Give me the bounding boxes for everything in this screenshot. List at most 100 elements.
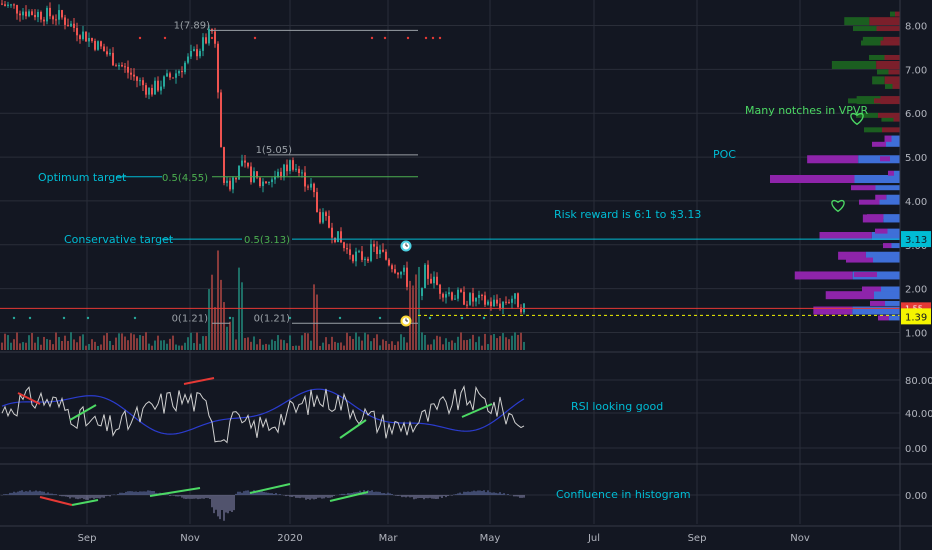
candle-body xyxy=(475,297,477,302)
rsi-tick-label: 40.00 xyxy=(905,409,932,420)
candle-body xyxy=(460,289,462,292)
vpvr-bar-buy xyxy=(885,83,893,89)
candle-body xyxy=(172,77,174,79)
volume-bar xyxy=(508,339,510,350)
annotation-poc[interactable]: POC xyxy=(713,148,736,161)
volume-bar xyxy=(373,338,375,350)
candle-body xyxy=(250,166,252,183)
rsi-trendline xyxy=(339,419,367,439)
vpvr-bar-buy xyxy=(861,40,881,46)
candle-body xyxy=(301,172,303,174)
vpvr-bar-buy xyxy=(864,127,882,133)
candle-body xyxy=(85,31,87,42)
volume-bar xyxy=(403,337,405,350)
candle-body xyxy=(229,180,231,190)
vpvr-bar-buy xyxy=(890,11,895,17)
vpvr-bar-sell xyxy=(873,257,900,263)
candle-body xyxy=(94,40,96,50)
vpvr-bar-buy xyxy=(875,194,887,203)
candle-body xyxy=(478,294,480,298)
candle-body xyxy=(511,298,513,303)
time-tick-label: Mar xyxy=(379,533,399,544)
candle-body xyxy=(424,264,426,288)
heart-icon[interactable] xyxy=(831,199,845,213)
candle-body xyxy=(82,31,84,40)
candle-body xyxy=(115,65,117,67)
annotation-risk-reward[interactable]: Risk reward is 6:1 to $3.13 xyxy=(554,208,701,221)
alarm-clock-icon[interactable] xyxy=(400,315,412,327)
vpvr-bar-buy xyxy=(856,112,878,118)
candle-body xyxy=(67,24,69,27)
candle-body xyxy=(133,74,135,77)
annotation-rsi[interactable]: RSI looking good xyxy=(571,400,663,413)
volume-bar xyxy=(397,341,399,350)
vpvr-bar-buy xyxy=(846,257,873,263)
candle-body xyxy=(439,284,441,294)
marker-dot xyxy=(338,316,342,320)
price-axis[interactable]: 8.00 7.00 6.00 5.00 4.00 3.00 2.00 1.00 … xyxy=(899,0,932,550)
volume-bar xyxy=(10,342,12,350)
candle-body xyxy=(124,66,126,68)
volume-bar xyxy=(349,336,351,350)
volume-bar xyxy=(142,335,144,350)
time-axis[interactable]: Sep Nov 2020 Mar May Jul Sep Nov xyxy=(78,533,810,544)
candle-body xyxy=(70,23,72,27)
marker-dot xyxy=(406,36,410,40)
volume-bar xyxy=(97,345,99,350)
candle-body xyxy=(76,27,78,36)
annotation-notches[interactable]: Many notches in VPVR xyxy=(745,104,868,117)
vpvr-bar-sell xyxy=(874,98,900,104)
vpvr-bar-sell xyxy=(858,155,900,164)
vpvr-bar-sell xyxy=(886,194,900,203)
volume-bar xyxy=(445,338,447,350)
volume-bar xyxy=(76,342,78,350)
annotation-optimum[interactable]: Optimum target xyxy=(38,171,127,184)
candle-body xyxy=(100,41,102,47)
vpvr-bar-sell xyxy=(879,199,900,205)
marker-dot xyxy=(12,316,16,320)
volume-bar xyxy=(427,344,429,350)
volume-bar xyxy=(220,279,222,350)
candle-body xyxy=(520,307,522,313)
vpvr-bar-buy xyxy=(770,175,855,183)
candle-body xyxy=(343,242,345,249)
volume-bar xyxy=(94,341,96,350)
vpvr-bar-sell xyxy=(887,228,900,234)
volume-bar xyxy=(175,344,177,350)
volume-bar xyxy=(139,335,141,350)
candle-body xyxy=(154,80,156,95)
vpvr-bar-sell xyxy=(875,185,900,191)
volume-bar xyxy=(460,332,462,350)
time-tick-label: Jul xyxy=(587,533,600,544)
volume-bar xyxy=(289,335,291,350)
fib-label-optimum: 0.5(4.55) xyxy=(162,173,208,184)
candle-body xyxy=(445,294,447,298)
candle-body xyxy=(484,295,486,305)
volume-bar xyxy=(172,335,174,350)
candle-body xyxy=(121,65,123,67)
candle-body xyxy=(340,231,342,243)
volume-bar xyxy=(190,332,192,350)
volume-bar xyxy=(283,340,285,350)
candle-body xyxy=(64,17,66,25)
rsi-signal-line xyxy=(1,388,525,435)
candle-body xyxy=(163,76,165,87)
volume-bar xyxy=(481,345,483,350)
candle-body xyxy=(238,165,240,180)
annotation-histogram[interactable]: Confluence in histogram xyxy=(556,488,691,501)
heart-icon[interactable] xyxy=(850,112,864,126)
candle-body xyxy=(34,14,36,18)
annotation-conservative[interactable]: Conservative target xyxy=(64,233,174,246)
volume-bar xyxy=(145,332,147,350)
volume-bar xyxy=(487,344,489,350)
candle-body xyxy=(436,276,438,285)
vpvr-bar-sell xyxy=(894,170,900,176)
candle-body xyxy=(256,171,258,178)
volume-bar xyxy=(313,284,315,350)
candlestick-series xyxy=(1,0,525,315)
vpvr-bar-buy xyxy=(875,228,888,234)
volume-bar xyxy=(457,336,459,350)
vpvr-bar-sell xyxy=(869,17,900,26)
alarm-clock-icon[interactable] xyxy=(400,240,412,252)
